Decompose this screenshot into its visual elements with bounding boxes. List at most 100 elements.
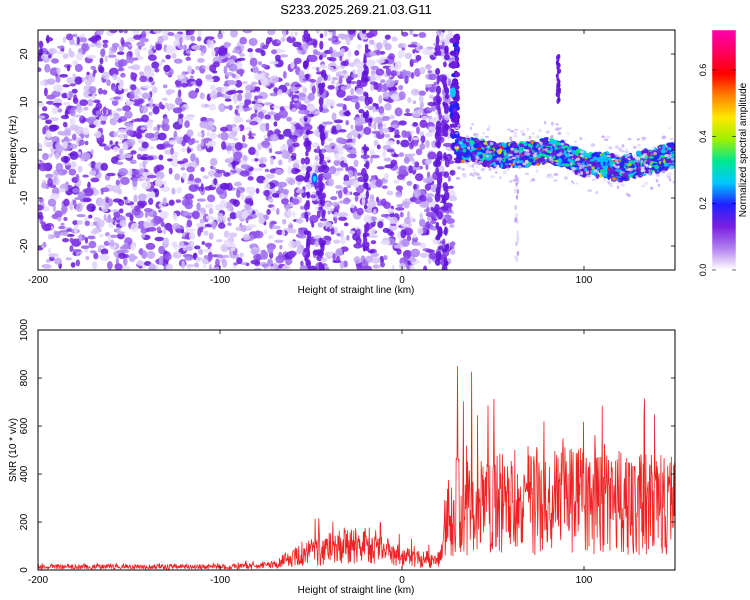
heatmap-cell	[236, 68, 245, 75]
heatmap-cell	[205, 125, 215, 131]
heatmap-cell	[311, 142, 320, 148]
heatmap-cell	[178, 113, 184, 119]
heatmap-cell	[287, 208, 292, 217]
heatmap-cell	[179, 36, 183, 45]
heatmap-cell	[437, 106, 441, 115]
heatmap-cell	[537, 147, 541, 151]
heatmap-cell	[157, 132, 167, 141]
heatmap-cell	[306, 105, 316, 112]
heatmap-cell	[577, 172, 580, 177]
heatmap-cell	[195, 78, 203, 87]
heatmap-cell	[393, 179, 400, 184]
heatmap-cell	[507, 167, 510, 172]
heatmap-cell	[257, 61, 262, 66]
heatmap-cell	[38, 101, 45, 107]
heatmap-cell	[123, 88, 129, 92]
heatmap-cell	[88, 124, 96, 129]
heatmap-cell	[264, 189, 270, 197]
heatmap-cell	[367, 249, 375, 254]
heatmap-cell	[187, 266, 191, 270]
heatmap-cell	[644, 181, 649, 186]
heatmap-cell	[106, 79, 111, 87]
heatmap-cell	[454, 101, 459, 109]
heatmap-cell	[456, 145, 459, 149]
heatmap-cell	[465, 135, 470, 139]
heatmap-cell	[419, 45, 424, 50]
heatmap-cell	[267, 111, 276, 116]
heatmap-cell	[599, 170, 606, 174]
heatmap-cell	[602, 178, 606, 182]
heatmap-cell	[350, 203, 355, 209]
heatmap-cell	[354, 62, 365, 68]
heatmap-cell	[239, 170, 250, 177]
heatmap-cell	[592, 161, 597, 167]
heatmap-cell	[515, 213, 518, 219]
heatmap-cell	[115, 227, 121, 233]
heatmap-cell	[436, 98, 441, 105]
heatmap-cell	[453, 157, 461, 162]
snr-x-axis-label: Height of straight line (km)	[298, 585, 415, 596]
heatmap-cell	[76, 213, 86, 218]
heatmap-cell	[465, 161, 469, 164]
heatmap-cell	[174, 136, 180, 142]
heatmap-cell	[429, 220, 437, 225]
heatmap-cell	[385, 140, 395, 146]
heatmap-cell	[531, 131, 536, 135]
heatmap-cell	[461, 167, 465, 171]
heatmap-cell	[307, 92, 315, 102]
heatmap-cell	[249, 52, 254, 60]
heatmap-cell	[62, 121, 68, 128]
heatmap-cell	[56, 67, 61, 75]
heatmap-cell	[357, 95, 367, 102]
heatmap-cell	[223, 188, 227, 198]
heatmap-cell	[579, 150, 584, 154]
heatmap-cell	[363, 58, 367, 64]
heatmap-cell	[89, 250, 97, 254]
heatmap-cell	[347, 30, 356, 35]
heatmap-cell	[615, 154, 620, 157]
heatmap-cell	[204, 203, 214, 209]
heatmap-cell	[227, 217, 231, 222]
heatmap-cell	[223, 230, 230, 238]
heatmap-cell	[51, 58, 59, 64]
heatmap-cell	[252, 65, 259, 74]
heatmap-cell	[303, 37, 310, 43]
heatmap-cell	[232, 169, 237, 174]
heatmap-cell	[264, 114, 271, 120]
heatmap-cell	[48, 253, 58, 258]
heatmap-cell	[365, 32, 376, 37]
heatmap-cell	[87, 98, 94, 107]
heatmap-cell	[149, 44, 153, 49]
heatmap-cell	[575, 182, 579, 185]
heatmap-cell	[286, 116, 293, 122]
heatmap-cell	[207, 244, 211, 250]
heatmap-cell	[72, 133, 77, 141]
heatmap-cell	[398, 84, 404, 91]
heatmap-cell	[534, 152, 538, 155]
heatmap-cell	[132, 168, 140, 176]
heatmap-cell	[43, 138, 48, 147]
heatmap-cell	[478, 160, 484, 164]
heatmap-cell	[661, 170, 666, 174]
heatmap-cell	[386, 208, 395, 214]
heatmap-cell	[127, 144, 132, 148]
heatmap-cell	[66, 77, 75, 84]
heatmap-cell	[102, 39, 109, 44]
heatmap-cell	[188, 90, 198, 99]
heatmap-cell	[97, 244, 106, 249]
heatmap-cell	[557, 87, 561, 93]
heatmap-cell	[596, 167, 600, 170]
heatmap-cell	[493, 164, 498, 167]
heatmap-cell	[72, 187, 80, 194]
heatmap-cell	[435, 235, 441, 241]
heatmap-cell	[528, 158, 534, 163]
heatmap-cell	[48, 233, 52, 240]
heatmap-cell	[260, 250, 269, 260]
heatmap-cell	[449, 223, 455, 229]
heatmap-cell	[132, 178, 138, 187]
heatmap-cell	[269, 103, 275, 111]
heatmap-cell	[449, 169, 456, 176]
heatmap-cell	[443, 113, 450, 121]
heatmap-cell	[176, 186, 182, 194]
